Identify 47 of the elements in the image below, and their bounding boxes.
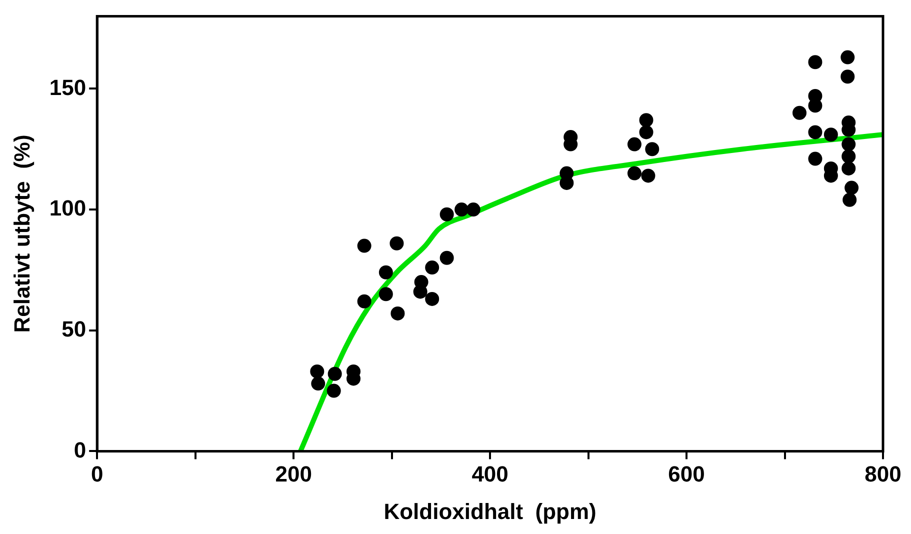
point (378, 287, 393, 302)
y-axis-title: Relativt utbyte (%) (9, 134, 34, 333)
point (326, 384, 341, 398)
point (425, 292, 440, 306)
point (639, 113, 654, 128)
point (792, 106, 806, 120)
point (378, 265, 393, 280)
point (627, 166, 642, 180)
point (357, 238, 372, 253)
x-tick-label: 200 (275, 461, 312, 486)
point (639, 125, 654, 140)
point (840, 70, 855, 84)
x-tick-label: 0 (90, 461, 104, 486)
point (808, 152, 822, 166)
point (357, 294, 372, 308)
point (425, 260, 440, 275)
point (466, 202, 480, 217)
point (842, 149, 856, 164)
point (627, 137, 642, 152)
point (440, 250, 454, 265)
point (390, 306, 405, 320)
point (641, 168, 656, 183)
y-tick-label: 50 (62, 316, 86, 342)
point (842, 192, 857, 207)
x-tick-label: 400 (472, 461, 508, 486)
x-tick-label: 600 (668, 461, 705, 486)
y-tick-label: 150 (49, 74, 86, 100)
point (454, 202, 469, 217)
point (310, 364, 324, 378)
x-tick-label: 800 (864, 461, 902, 486)
point (413, 284, 428, 299)
point (808, 55, 822, 70)
y-tick-label: 100 (49, 196, 86, 221)
point (840, 50, 855, 64)
point (842, 137, 856, 152)
point (328, 366, 342, 381)
point (808, 98, 822, 113)
point (824, 128, 838, 142)
x-axis-title: Koldioxidhalt (ppm) (384, 498, 596, 524)
point (842, 161, 856, 176)
point (440, 207, 454, 222)
point (311, 376, 326, 391)
y-tick-label: 0 (74, 437, 86, 462)
point (390, 236, 404, 250)
point (808, 125, 822, 140)
point (645, 142, 660, 156)
point (844, 180, 859, 195)
